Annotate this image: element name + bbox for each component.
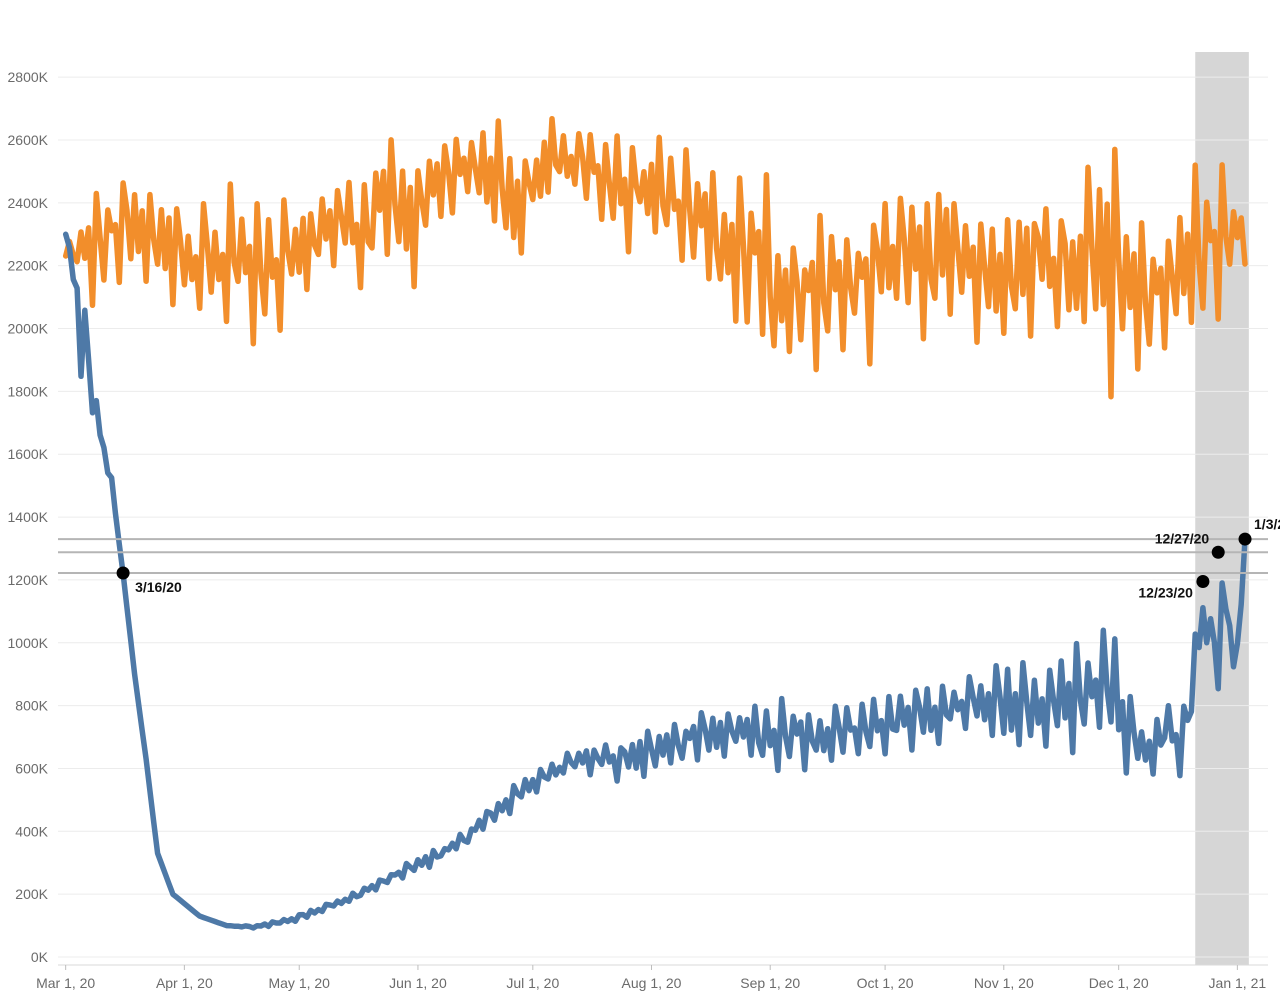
annotation-label: 1/3/21 [1254, 516, 1280, 532]
y-tick-label: 1600K [8, 446, 49, 462]
y-tick-label: 1800K [8, 383, 49, 399]
y-tick-label: 2800K [8, 69, 49, 85]
x-tick-label: Dec 1, 20 [1089, 975, 1149, 991]
annotation-marker [116, 566, 130, 580]
annotation-label: 12/23/20 [1138, 584, 1193, 600]
x-tick-label: Oct 1, 20 [857, 975, 914, 991]
y-tick-label: 2200K [8, 258, 49, 274]
annotation-marker [1211, 545, 1225, 559]
x-tick-label: Jan 1, 21 [1209, 975, 1267, 991]
grid-layer [58, 76, 1268, 958]
y-tick-label: 200K [15, 886, 48, 902]
y-tick-label: 1000K [8, 635, 49, 651]
y-tick-label: 1200K [8, 572, 49, 588]
x-tick-label: Nov 1, 20 [974, 975, 1034, 991]
annotation-label: 3/16/20 [135, 579, 182, 595]
annotation-label: 12/27/20 [1155, 530, 1210, 546]
y-tick-label: 800K [15, 698, 48, 714]
series-layer [62, 115, 1248, 931]
y-tick-label: 2600K [8, 132, 49, 148]
x-tick-label: Jul 1, 20 [506, 975, 559, 991]
y-tick-label: 2000K [8, 321, 49, 337]
y-tick-label: 1400K [8, 509, 49, 525]
annotation-marker [1196, 574, 1210, 588]
x-tick-label: Sep 1, 20 [740, 975, 800, 991]
annotation-marker [1238, 532, 1252, 546]
y-tick-label: 0K [31, 949, 49, 965]
x-axis: Mar 1, 20 Apr 1, 20 May 1, 20 Jun 1, 20 Jul … [36, 964, 1268, 991]
y-tick-label: 400K [15, 823, 48, 839]
x-tick-label: May 1, 20 [268, 975, 330, 991]
x-tick-label: Aug 1, 20 [622, 975, 682, 991]
x-tick-label: Mar 1, 20 [36, 975, 95, 991]
series-line-2 [62, 231, 1248, 931]
y-tick-label: 600K [15, 760, 48, 776]
annotations: 3/16/20 12/23/20 12/27/20 1/3/21 [116, 516, 1280, 600]
x-tick-label: Apr 1, 20 [156, 975, 213, 991]
x-tick-label: Jun 1, 20 [389, 975, 447, 991]
y-axis: 0K 200K 400K 600K 800K 1000K 1200K 1400K 1600K 18… [8, 69, 49, 965]
y-tick-label: 2400K [8, 195, 49, 211]
series-line-1 [62, 115, 1248, 400]
reference-lines [58, 538, 1268, 575]
